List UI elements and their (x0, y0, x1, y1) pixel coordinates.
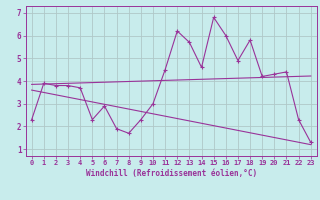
X-axis label: Windchill (Refroidissement éolien,°C): Windchill (Refroidissement éolien,°C) (86, 169, 257, 178)
